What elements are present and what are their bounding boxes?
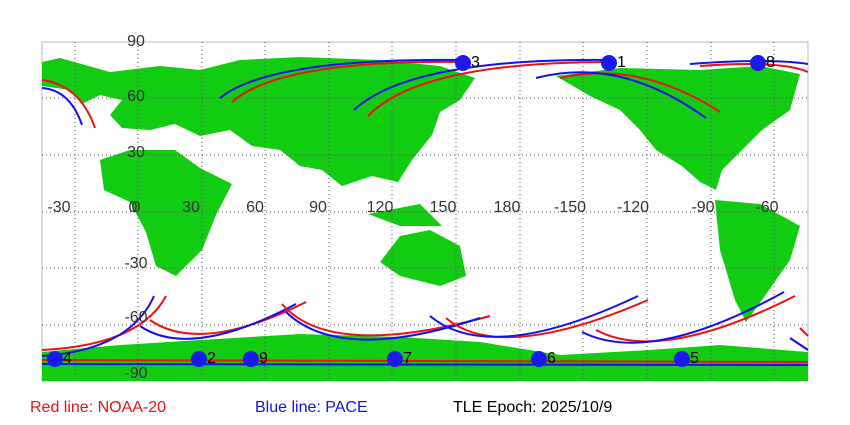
- landmasses: [42, 57, 808, 381]
- track-blue: [139, 303, 297, 340]
- lon-label: 60: [246, 199, 264, 216]
- lon-label: -120: [617, 199, 649, 216]
- lon-label: -60: [755, 199, 778, 216]
- lon-label: 90: [309, 199, 327, 216]
- satellite-marker: [531, 351, 547, 367]
- legend-blue: Blue line: PACE: [255, 399, 368, 416]
- track-blue: [535, 71, 707, 119]
- lon-label: 180: [494, 199, 521, 216]
- lon-label: -150: [554, 199, 586, 216]
- track-red: [445, 299, 649, 339]
- marker-label: 5: [690, 350, 699, 367]
- antarctica: [42, 334, 808, 381]
- australia: [380, 230, 466, 286]
- marker-label: 4: [63, 350, 72, 367]
- lon-label: 120: [367, 199, 394, 216]
- lon-label: 0: [129, 199, 138, 216]
- track-red: [367, 61, 611, 117]
- track-red: [699, 63, 809, 73]
- satellite-marker: [455, 55, 471, 71]
- south-america: [715, 200, 800, 322]
- lat-label: 0: [132, 199, 141, 216]
- track-red: [595, 295, 796, 343]
- lon-label: 150: [430, 199, 457, 216]
- track-red: [281, 303, 491, 337]
- lat-label: 90: [127, 33, 145, 50]
- lat-label: 60: [127, 88, 145, 105]
- track-blue: [581, 291, 785, 344]
- north-america: [556, 66, 800, 190]
- track-red: [149, 301, 307, 335]
- lon-label: -90: [691, 199, 714, 216]
- satellite-marker: [387, 351, 403, 367]
- satellite-marker: [750, 55, 766, 71]
- marker-label: 8: [766, 54, 775, 71]
- track-red: [231, 60, 461, 103]
- satellite-marker: [47, 351, 63, 367]
- lat-label: -90: [124, 365, 147, 382]
- satellite-marker: [243, 351, 259, 367]
- lat-label: 30: [127, 144, 145, 161]
- track-red: [799, 327, 809, 337]
- marker-label: 6: [547, 350, 556, 367]
- track-blue: [789, 337, 809, 351]
- track-blue: [353, 58, 611, 111]
- lat-label: -30: [124, 255, 147, 272]
- satellite-markers: 3 1 8 4 2 9 7 6 5: [47, 54, 775, 367]
- marker-label: 7: [403, 350, 412, 367]
- satellite-marker: [191, 351, 207, 367]
- marker-label: 2: [207, 350, 216, 367]
- marker-label: 9: [259, 350, 268, 367]
- track-red: [41, 79, 96, 129]
- marker-label: 3: [471, 54, 480, 71]
- lon-label: -30: [47, 199, 70, 216]
- track-blue: [219, 58, 461, 99]
- eurasia: [42, 57, 475, 186]
- track-red: [559, 72, 721, 113]
- marker-label: 1: [617, 54, 626, 71]
- legend-red: Red line: NOAA-20: [30, 399, 166, 416]
- satellite-marker: [674, 351, 690, 367]
- legend-epoch: TLE Epoch: 2025/10/9: [453, 399, 612, 416]
- track-blue: [41, 87, 83, 126]
- satellite-marker: [601, 55, 617, 71]
- lat-label: -60: [124, 309, 147, 326]
- maritime-asia: [368, 204, 442, 226]
- lon-label: 30: [182, 199, 200, 216]
- africa: [100, 150, 232, 276]
- track-blue: [429, 295, 639, 338]
